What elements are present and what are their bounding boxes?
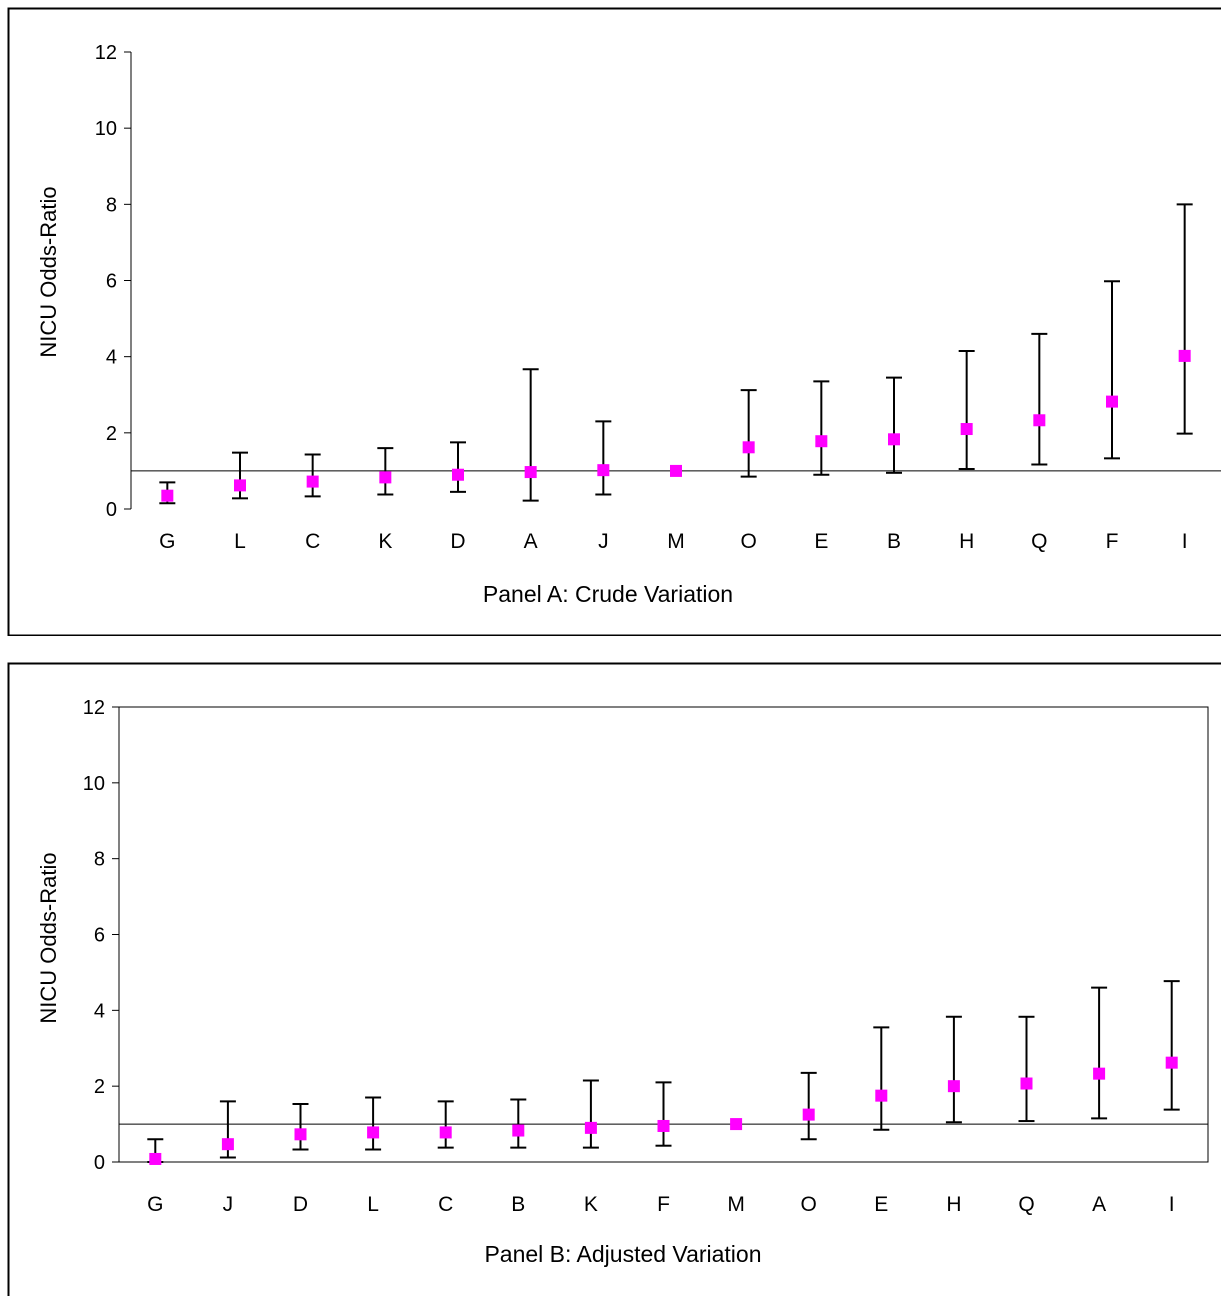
panel-b-y-tick-label: 10	[83, 773, 105, 795]
panel-b-category-label: O	[801, 1193, 817, 1216]
panel-b-category-label: F	[657, 1193, 670, 1216]
panel-a-y-tick-label: 0	[106, 499, 117, 521]
panel-a-point-B	[888, 433, 900, 445]
panel-a-category-label: C	[305, 530, 320, 553]
panel-b-category-label: L	[367, 1193, 379, 1216]
panel-a-category-label: K	[378, 530, 392, 553]
panel-b-point-D	[295, 1128, 307, 1140]
panel-b-category-label: D	[293, 1193, 308, 1216]
panel-a-category-label: D	[450, 530, 465, 553]
panel-b-point-B	[512, 1125, 524, 1137]
panel-b-y-tick-label: 6	[94, 925, 105, 947]
panel-a-y-tick-label: 6	[106, 271, 117, 293]
panel-a-category-label: O	[740, 530, 756, 553]
panel-a-point-L	[234, 479, 246, 491]
panel-b-point-O	[803, 1109, 815, 1121]
panel-b-point-Q	[1021, 1078, 1033, 1090]
panel-b-y-tick-label: 2	[94, 1076, 105, 1098]
panel-b-y-tick-label: 8	[94, 849, 105, 871]
panel-a-point-M	[670, 465, 682, 477]
panel-b-category-label: C	[438, 1193, 453, 1216]
panel-b-point-M	[730, 1118, 742, 1130]
panel-a-y-tick-label: 10	[95, 118, 117, 140]
panel-b-y-tick-label: 0	[94, 1152, 105, 1174]
panel-a-point-Q	[1033, 414, 1045, 426]
panel-a-y-tick-label: 12	[95, 42, 117, 64]
panel-a-category-label: L	[234, 530, 246, 553]
panel-a-y-tick-label: 8	[106, 194, 117, 216]
panel-a-category-label: I	[1182, 530, 1188, 553]
panel-b-point-J	[222, 1138, 234, 1150]
panel-a-category-label: Q	[1031, 530, 1047, 553]
panel-b-ylabel: NICU Odds-Ratio	[36, 852, 61, 1023]
panel-b-category-label: J	[223, 1193, 234, 1216]
panel-a-y-tick-label: 2	[106, 423, 117, 445]
panel-b-point-C	[440, 1126, 452, 1138]
panel-b-category-label: K	[584, 1193, 598, 1216]
panel-a-category-label: A	[524, 530, 538, 553]
panel-a-category-label: M	[667, 530, 685, 553]
panel-b-category-label: I	[1169, 1193, 1175, 1216]
panel-a-category-label: F	[1106, 530, 1119, 553]
panel-b-category-label: Q	[1018, 1193, 1034, 1216]
panel-a-ylabel: NICU Odds-Ratio	[36, 186, 61, 357]
panel-b-point-G	[149, 1153, 161, 1165]
panel-a-point-H	[961, 423, 973, 435]
panel-b-point-E	[875, 1090, 887, 1102]
panel-a-point-J	[597, 464, 609, 476]
panel-b-frame	[9, 664, 1221, 1296]
panel-a-point-C	[307, 476, 319, 488]
panel-b-chart: 0 2 4 6 8 10 12 G J D L C B K F M O E H Q A I NICU Odds-Ratio…	[0, 660, 1221, 1296]
panel-a-point-O	[743, 441, 755, 453]
panel-a-category-label: H	[959, 530, 974, 553]
panel-b-category-label: M	[727, 1193, 745, 1216]
panel-b-point-A	[1093, 1068, 1105, 1080]
panel-a-point-G	[161, 490, 173, 502]
panel-a-xlabel: Panel A: Crude Variation	[483, 581, 733, 607]
panel-a-point-I	[1179, 350, 1191, 362]
panel-a-category-label: B	[887, 530, 901, 553]
panel-b-category-label: A	[1092, 1193, 1106, 1216]
panel-b-y-tick-label: 4	[94, 1000, 105, 1022]
panel-b-category-label: H	[946, 1193, 961, 1216]
panel-a-category-label: G	[159, 530, 175, 553]
panel-b-category-label: B	[511, 1193, 525, 1216]
panel-b-point-H	[948, 1080, 960, 1092]
panel-a-point-E	[815, 435, 827, 447]
panel-b-y-tick-label: 12	[83, 697, 105, 719]
panel-a-point-K	[379, 471, 391, 483]
panel-b-point-K	[585, 1122, 597, 1134]
panel-a-point-D	[452, 469, 464, 481]
panel-b-xlabel: Panel B: Adjusted Variation	[484, 1241, 761, 1267]
panel-a-point-F	[1106, 396, 1118, 408]
panel-a-point-A	[525, 466, 537, 478]
panel-a-y-tick-label: 4	[106, 347, 117, 369]
panel-b-point-L	[367, 1126, 379, 1138]
panel-b-point-F	[658, 1120, 670, 1132]
panel-b-point-I	[1166, 1057, 1178, 1069]
panel-b-category-label: G	[147, 1193, 163, 1216]
panel-a-category-label: E	[814, 530, 828, 553]
panel-a-category-label: J	[598, 530, 609, 553]
panel-b-category-label: E	[874, 1193, 888, 1216]
panel-a-chart: 0 2 4 6 8 10 12 G L C K D A J M O E B H Q F I NICU Odds-Ratio…	[0, 0, 1221, 636]
